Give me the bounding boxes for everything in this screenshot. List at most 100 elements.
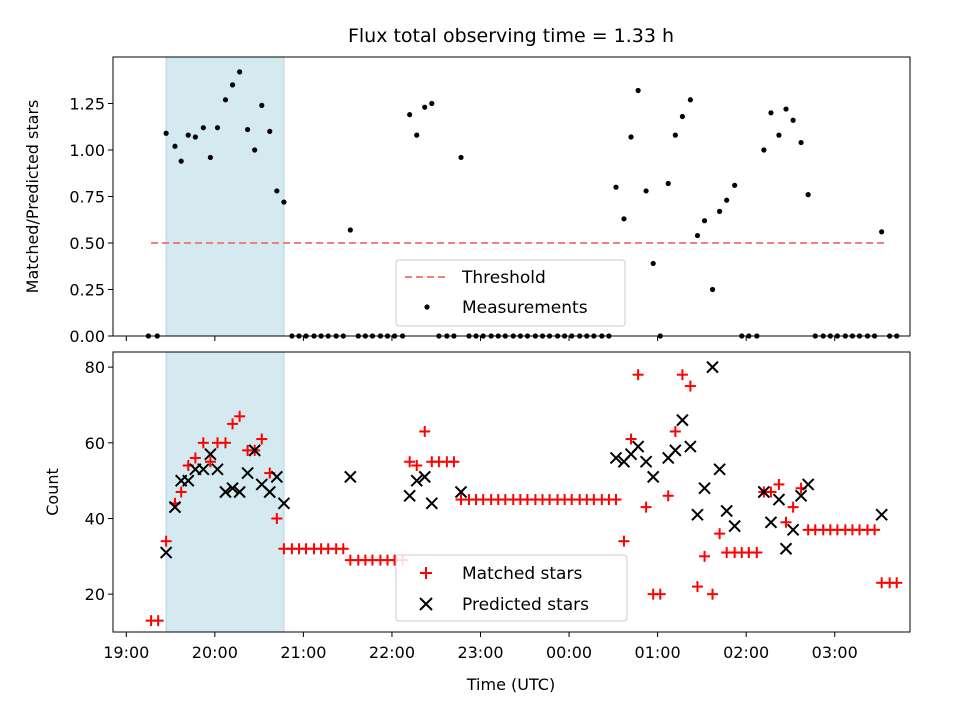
measurement-point: [761, 147, 767, 153]
predicted-star-point-b: [691, 508, 704, 521]
matched-star-point: [684, 380, 696, 392]
matched-star-point: [669, 425, 681, 437]
matched-star-point: [189, 452, 201, 464]
predicted-star-point: [410, 474, 423, 487]
matched-star-point: [175, 486, 187, 498]
measurement-point: [672, 132, 678, 138]
predicted-star-point: [609, 451, 623, 465]
predicted-star-point-b: [757, 485, 771, 499]
measurement-point: [259, 102, 265, 108]
matched-star-point: [404, 456, 416, 468]
measurement-point: [267, 128, 273, 134]
measurement-point: [732, 182, 738, 188]
predicted-star-point-b: [801, 478, 815, 491]
measurement-points: [145, 69, 900, 339]
predicted-star-point: [713, 463, 726, 476]
measurement-point: [429, 100, 435, 107]
measurement-point: [621, 216, 627, 222]
ratio-panel: 0.00 0.25 0.50 0.75 1.00 1.25 Matched/Predict…: [23, 56, 911, 346]
matched-star-point: [204, 456, 216, 468]
measurement-point: [281, 199, 287, 205]
predicted-star-point-b: [241, 466, 254, 480]
measurement-point: [643, 188, 649, 194]
y-tick-label: 80: [85, 358, 105, 377]
matched-star-point: [618, 535, 630, 547]
predicted-star-point: [454, 485, 468, 499]
matched-star-point: [256, 433, 268, 445]
measurement-point: [407, 112, 413, 118]
measurement-point: [701, 218, 708, 224]
predicted-star-point: [204, 447, 217, 461]
measurement-point: [805, 192, 811, 198]
predicted-star-point-b: [263, 485, 276, 499]
y-tick-label: 20: [85, 585, 105, 604]
predicted-star-point: [772, 493, 786, 506]
matched-star-point: [765, 486, 777, 498]
y-tick-label: 0.75: [69, 188, 105, 207]
predicted-star-point-b: [197, 463, 210, 476]
count-axes-frame: [112, 351, 911, 633]
matched-star-point: [160, 535, 172, 547]
measurement-point: [879, 229, 885, 235]
ratio-legend: Threshold Measurements: [395, 259, 626, 327]
chart-title: Flux total observing time = 1.33 h: [348, 25, 674, 47]
predicted-star-point: [728, 519, 741, 533]
predicted-star-point-b: [720, 504, 733, 518]
predicted-star-points: [159, 360, 888, 559]
legend-measurements-swatch: [424, 304, 430, 310]
measurement-point: [252, 147, 258, 153]
predicted-star-point-b: [698, 482, 711, 495]
predicted-star-point-b: [779, 542, 793, 555]
y-tick-label: 0.50: [69, 234, 105, 253]
predicted-star-point: [706, 360, 719, 374]
predicted-star-point: [875, 508, 888, 521]
predicted-star-point: [691, 508, 704, 521]
measurement-point: [783, 106, 789, 112]
predicted-star-point-b: [182, 474, 195, 487]
x-tick-label: 20:00: [192, 643, 238, 662]
legend-measurements-label: Measurements: [462, 298, 588, 318]
measurement-point: [665, 180, 671, 187]
predicted-star-point-b: [609, 451, 623, 465]
y-tick-label: 1.25: [69, 95, 105, 114]
predicted-star-point: [168, 500, 182, 514]
ratio-y-ticks: 0.00 0.25 0.50 0.75 1.00 1.25: [69, 95, 113, 346]
predicted-star-point: [197, 463, 210, 476]
predicted-star-point-b: [875, 508, 888, 521]
predicted-star-point-b: [454, 485, 468, 499]
matched-star-point: [780, 516, 792, 528]
predicted-star-point-b: [639, 455, 653, 468]
predicted-star-point: [698, 482, 711, 495]
predicted-star-point-b: [403, 489, 416, 502]
measurement-point: [414, 132, 420, 138]
measurement-point: [650, 260, 656, 267]
x-tick-label: 19:00: [103, 643, 149, 662]
measurement-point: [200, 125, 206, 131]
predicted-star-point-b: [764, 516, 778, 529]
matched-star-point: [662, 490, 674, 502]
predicted-star-point-b: [168, 500, 182, 514]
predicted-star-point-b: [410, 474, 423, 487]
measurement-point: [709, 286, 716, 293]
measurement-point: [724, 197, 730, 203]
predicted-star-point: [757, 485, 771, 499]
matched-star-point: [699, 550, 711, 562]
matched-star-point: [419, 425, 431, 437]
x-tick-label: 02:00: [723, 643, 769, 662]
predicted-star-point-b: [684, 440, 697, 453]
matched-star-point: [271, 512, 283, 524]
predicted-star-point: [248, 444, 261, 457]
matched-star-point: [219, 437, 231, 449]
predicted-star-point: [669, 444, 682, 457]
predicted-star-point: [403, 489, 416, 502]
predicted-star-point-b: [226, 482, 239, 495]
y-tick-label: 40: [85, 509, 105, 528]
predicted-star-point-b: [786, 523, 800, 537]
predicted-star-point: [684, 440, 697, 453]
predicted-star-point-b: [248, 444, 261, 457]
predicted-star-point: [277, 497, 291, 510]
x-tick-label: 03:00: [812, 643, 858, 662]
matched-star-point: [632, 369, 644, 381]
measurement-point: [207, 154, 214, 161]
